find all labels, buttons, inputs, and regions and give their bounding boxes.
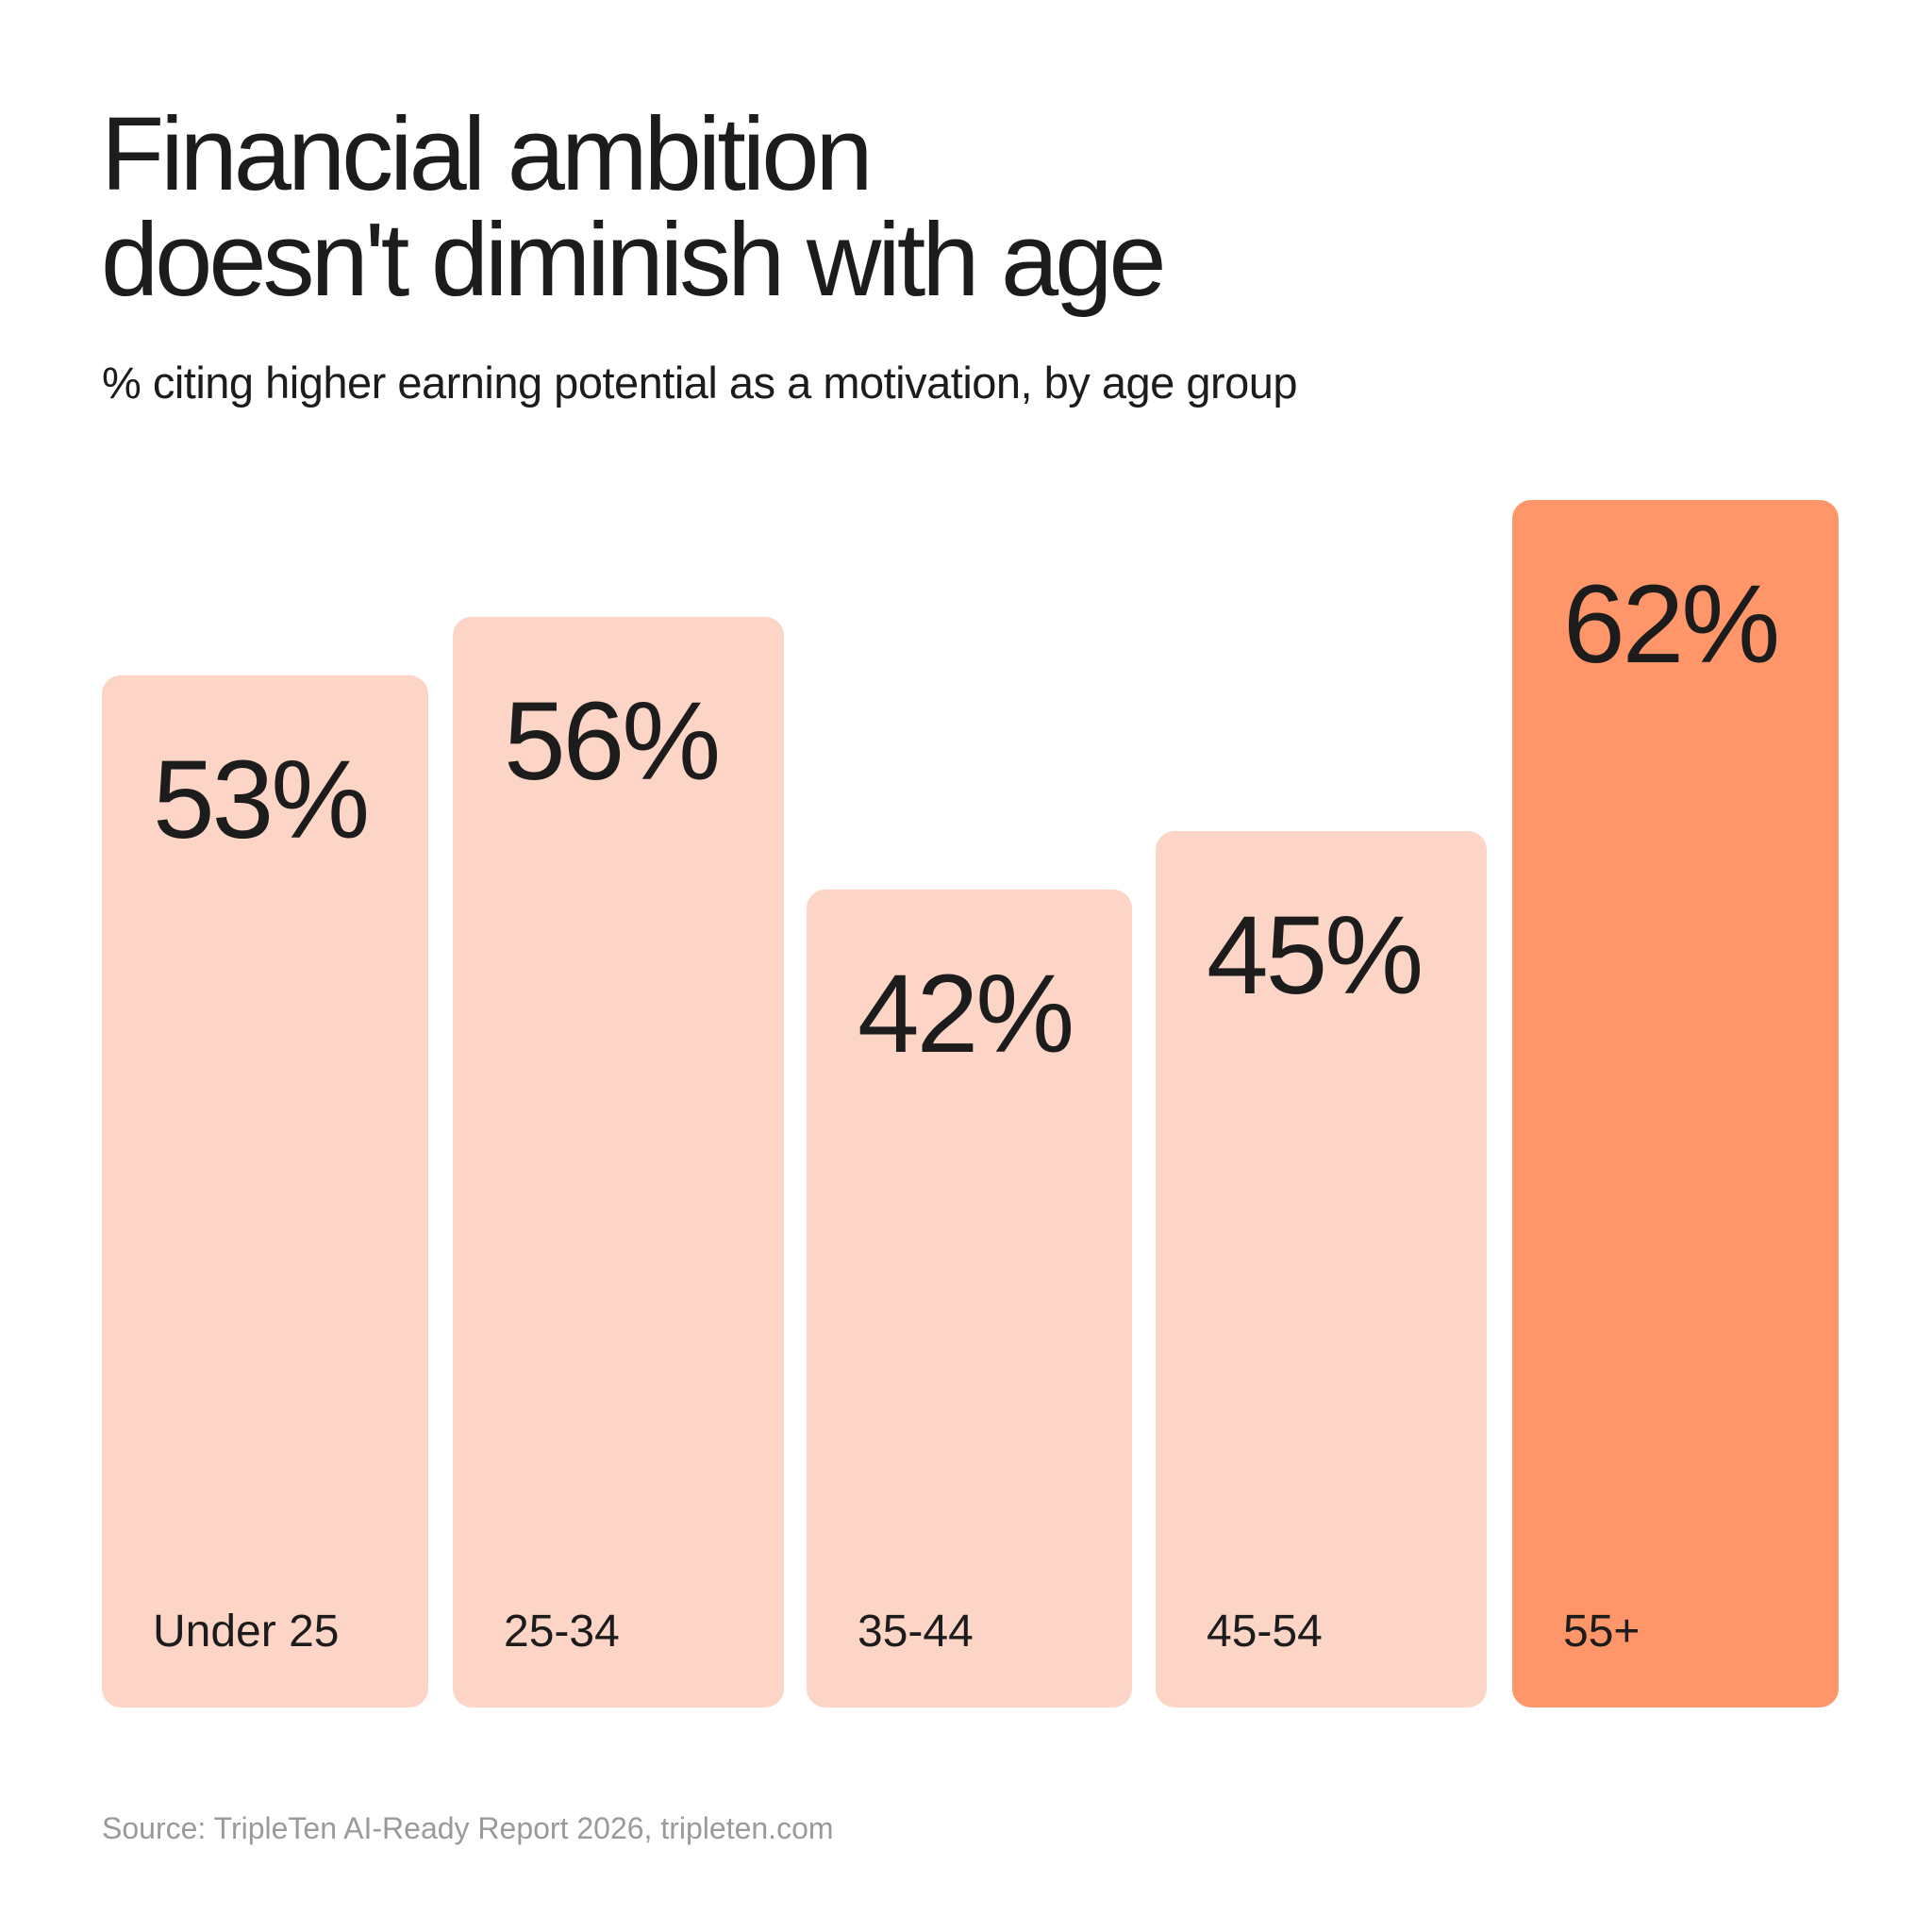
category-label-25-34: 25-34 (504, 1607, 620, 1657)
bar-group-35-44: 42% 35-44 (807, 889, 1132, 1707)
chart-title-line-1: Financial ambition (101, 96, 874, 212)
bar-35-44 (807, 889, 1132, 1707)
category-label-under-25: Under 25 (153, 1607, 339, 1657)
bar-55 (1512, 500, 1839, 1707)
category-label-35-44: 35-44 (858, 1607, 974, 1657)
category-label-55: 55+ (1563, 1607, 1640, 1657)
bar-group-under-25: 53% Under 25 (102, 675, 428, 1708)
bar-25-34 (453, 616, 784, 1707)
value-label-35-44: 42% (858, 952, 1072, 1076)
bar-under-25 (102, 675, 428, 1708)
value-label-25-34: 56% (504, 679, 718, 804)
chart-title: Financial ambition doesn't diminish with… (101, 96, 1167, 318)
value-label-45-54: 45% (1207, 893, 1421, 1018)
bar-group-45-54: 45% 45-54 (1156, 830, 1487, 1707)
bar-group-55: 62% 55+ (1512, 500, 1839, 1707)
value-label-55: 62% (1563, 562, 1777, 687)
chart-subtitle: % citing higher earning potential as a m… (102, 358, 1298, 408)
category-label-45-54: 45-54 (1207, 1607, 1323, 1657)
bar-group-25-34: 56% 25-34 (453, 616, 784, 1707)
value-label-under-25: 53% (153, 738, 367, 862)
chart-title-line-2: doesn't diminish with age (101, 202, 1167, 318)
source-note: Source: TripleTen AI-Ready Report 2026, … (102, 1811, 834, 1845)
bar-45-54 (1156, 830, 1487, 1707)
